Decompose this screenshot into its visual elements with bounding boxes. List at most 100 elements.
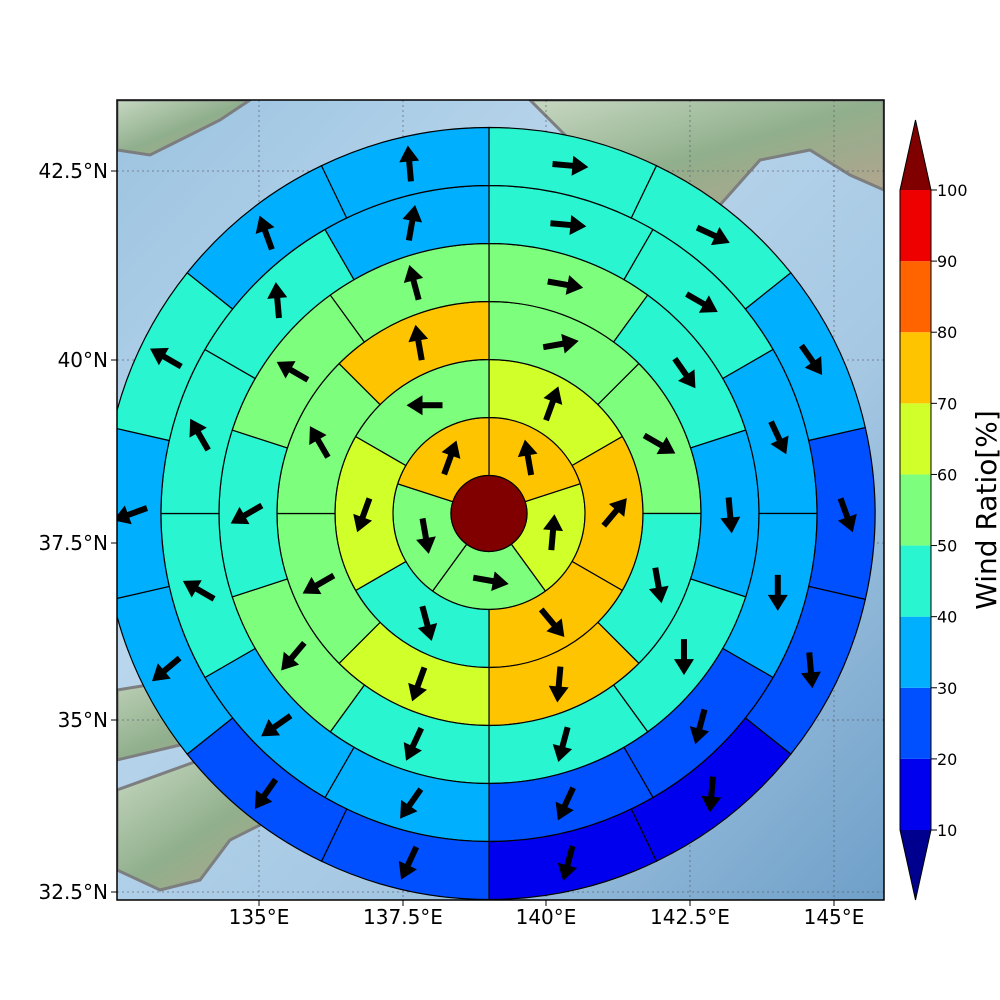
colorbar-bin [900,545,931,617]
colorbar-tick-label: 10 [937,821,957,840]
wind-arrow [281,640,307,671]
wind-arrow [267,282,288,319]
colorbar-tick-label: 40 [937,608,957,627]
wind-arrow [399,145,420,182]
wind-arrow [517,439,538,476]
y-axis: 32.5°N 35°N 37.5°N 40°N 42.5°N [39,159,117,904]
colorbar-tick-label: 80 [937,323,957,342]
wind-arrow [542,333,579,354]
colorbar-over-triangle [900,120,931,190]
colorbar-bin [900,403,931,475]
wind-arrow [408,666,428,702]
map-frame [116,99,885,901]
wind-arrow [601,498,627,528]
colorbar-bin [900,332,931,404]
wind-ratio-sector [117,427,170,599]
y-tick-label: 32.5°N [39,880,109,904]
wind-arrow [255,215,275,251]
x-tick-label: 145°E [804,905,865,929]
wind-arrow [552,726,573,762]
wind-arrow [543,514,564,551]
colorbar-under-triangle [900,830,931,900]
wind-arrow [117,505,149,525]
wind-arrow [408,324,429,361]
wind-arrow [441,440,461,476]
wind-arrow [150,347,183,370]
wind-arrow [152,655,182,682]
land-korea-west [117,100,253,157]
wind-arrow [689,708,710,745]
colorbar-tick-label: 30 [937,679,957,698]
x-axis: 135°E 137.5°E 140°E 142.5°E 145°E [229,900,865,929]
colorbar-bin [900,687,931,759]
wind-arrow [543,386,563,422]
wind-arrow [403,726,425,761]
wind-arrow [648,567,669,604]
wind-arrow [416,517,436,554]
colorbar-label: Wind Ratio[%] [970,410,1000,610]
wind-arrow [276,361,310,383]
wind-arrow [398,845,420,880]
y-tick-label: 40°N [58,348,108,372]
wind-arrow [695,224,730,246]
wind-arrow [547,275,584,295]
colorbar: 10 20 30 40 50 60 70 80 90 100 Wind Ratio[%] [899,119,1000,901]
x-tick-label: 142.5°E [650,905,730,929]
y-tick-label: 37.5°N [39,531,109,555]
colorbar-bin [900,190,931,262]
wind-arrow [673,639,694,676]
wind-ratio-sector [320,126,490,219]
wind-arrow [552,155,589,176]
colorbar-ticks: 10 20 30 40 50 60 70 80 90 100 [931,181,968,840]
wind-arrow [403,264,424,301]
x-tick-label: 137.5°E [363,905,443,929]
colorbar-tick-label: 90 [937,252,957,271]
wind-arrow [672,356,696,389]
colorbar-bin [900,261,931,333]
wind-arrow [538,607,565,638]
colorbar-tick-label: 100 [937,181,968,200]
colorbar-bin [900,616,931,688]
wind-ratio-sector [117,585,234,755]
wind-ratio-sector [808,426,876,601]
wind-ratio-sectors [117,126,876,900]
wind-arrow [768,420,789,455]
wind-arrow [720,497,741,534]
wind-arrow [417,605,438,642]
wind-arrow [557,845,578,881]
wind-arrow [555,786,576,821]
colorbar-bin [900,474,931,546]
colorbar-tick-label: 20 [937,750,957,769]
wind-arrow [402,204,423,241]
colorbar-tick-label: 50 [937,537,957,556]
wind-arrow [837,497,857,533]
wind-arrow [548,666,569,703]
wind-arrow [685,291,718,313]
colorbar-tick-label: 70 [937,394,957,413]
colorbar-tick-label: 60 [937,465,957,484]
wind-ratio-sector [689,429,760,598]
wind-arrow [550,215,587,235]
center-disc [450,474,528,553]
y-tick-label: 35°N [58,708,108,732]
wind-arrow [254,777,279,809]
wind-arrow [801,652,821,689]
map-panel [117,100,884,900]
wind-arrow [406,395,443,416]
wind-arrow [261,713,293,737]
wind-arrow [309,426,331,459]
wind-arrows [117,145,857,881]
wind-arrow [189,418,211,452]
wind-arrow [472,571,509,592]
x-tick-label: 135°E [229,905,290,929]
wind-arrow [353,497,373,533]
wind-arrow [767,574,788,611]
x-tick-label: 140°E [516,905,577,929]
colorbar-bin [900,758,931,830]
wind-arrow [230,502,264,525]
wind-arrow [799,343,823,375]
wind-arrow [642,432,676,455]
wind-arrow [302,572,336,595]
colorbar-bins [900,190,931,830]
